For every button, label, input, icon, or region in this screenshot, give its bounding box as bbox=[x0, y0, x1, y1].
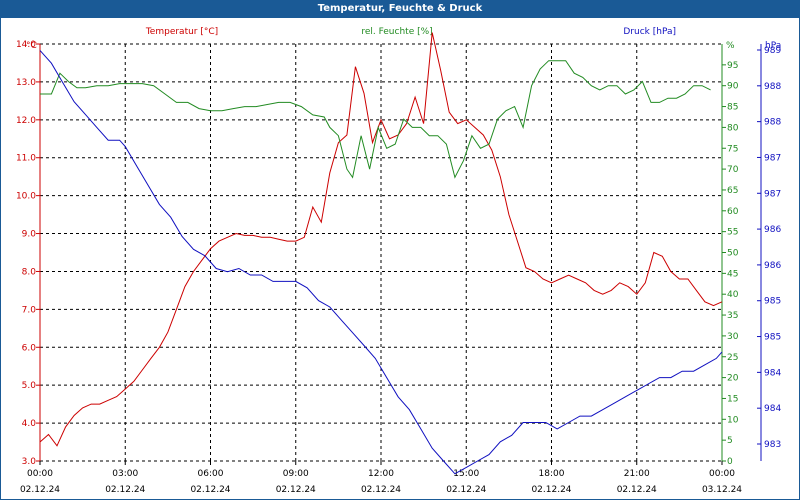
pressure-tick-label: 988 bbox=[764, 118, 781, 128]
x-tick-date: 02.12.24 bbox=[276, 485, 316, 495]
humidity-tick-label: 70 bbox=[727, 165, 739, 175]
temperature-tick-labels: 3.0 4.0 5.0 6.0 7.0 8.0 9.0 10.0 11.0 12.0 13.0 14.… bbox=[16, 40, 40, 467]
series-line-temperature bbox=[39, 32, 723, 447]
humidity-tick-label: 65 bbox=[727, 186, 738, 196]
x-tick-time: 12:00 bbox=[368, 469, 394, 479]
humidity-tick-label: 60 bbox=[727, 207, 739, 217]
humidity-tick-label: 85 bbox=[727, 103, 738, 113]
pressure-tick-label: 984 bbox=[764, 404, 781, 414]
humidity-axis-title: rel. Feuchte [%] bbox=[361, 27, 432, 37]
pressure-tick-label: 987 bbox=[764, 153, 781, 163]
x-tick-time: 09:00 bbox=[283, 469, 309, 479]
x-tick-date: 02.12.24 bbox=[361, 485, 401, 495]
temperature-tick-label: 8.0 bbox=[22, 267, 37, 277]
x-tick-date: 02.12.24 bbox=[446, 485, 486, 495]
series-line-pressure bbox=[39, 50, 723, 475]
temperature-axis-title: Temperatur [°C] bbox=[145, 27, 218, 37]
temperature-tick-label: 4.0 bbox=[22, 419, 37, 429]
humidity-tick-label: 20 bbox=[727, 374, 739, 384]
x-tick-date: 02.12.24 bbox=[105, 485, 145, 495]
humidity-tick-label: 95 bbox=[727, 61, 738, 71]
x-tick-time: 00:00 bbox=[709, 469, 735, 479]
x-tick-date: 02.12.24 bbox=[20, 485, 60, 495]
temperature-tick-label: 11.0 bbox=[16, 154, 36, 164]
x-tick-labels: 00:00 02.12.24 03:00 02.12.24 06:00 02.12.24 0… bbox=[20, 461, 742, 495]
temperature-unit: °C bbox=[26, 41, 37, 51]
x-tick-date: 02.12.24 bbox=[617, 485, 657, 495]
humidity-tick-label: 10 bbox=[727, 415, 739, 425]
temperature-tick-label: 13.0 bbox=[16, 78, 36, 88]
temperature-tick-label: 12.0 bbox=[16, 116, 36, 126]
pressure-tick-labels: 983 984 984 985 985 986 986 987 987 988 988 989 bbox=[757, 46, 781, 450]
series-lines bbox=[39, 32, 723, 475]
humidity-tick-label: 0 bbox=[727, 457, 733, 467]
temperature-tick-label: 3.0 bbox=[22, 457, 37, 467]
pressure-tick-label: 986 bbox=[764, 225, 781, 235]
humidity-tick-label: 90 bbox=[727, 82, 739, 92]
temperature-tick-label: 5.0 bbox=[22, 381, 37, 391]
humidity-tick-label: 45 bbox=[727, 269, 738, 279]
pressure-unit: hPa bbox=[765, 41, 781, 51]
humidity-tick-label: 15 bbox=[727, 394, 738, 404]
pressure-tick-label: 986 bbox=[764, 261, 781, 271]
pressure-tick-label: 987 bbox=[764, 189, 781, 199]
pressure-tick-label: 985 bbox=[764, 297, 781, 307]
humidity-unit: % bbox=[726, 41, 735, 51]
title-bar: Temperatur, Feuchte & Druck bbox=[0, 0, 800, 18]
humidity-tick-label: 30 bbox=[727, 332, 739, 342]
humidity-tick-label: 55 bbox=[727, 228, 738, 238]
pressure-tick-label: 983 bbox=[764, 440, 781, 450]
pressure-tick-label: 989 bbox=[764, 46, 781, 56]
pressure-axis-title: Druck [hPa] bbox=[623, 27, 676, 37]
temperature-tick-label: 10.0 bbox=[16, 192, 36, 202]
x-tick-date: 02.12.24 bbox=[531, 485, 571, 495]
axes bbox=[39, 44, 762, 461]
humidity-tick-labels: 0 5 10 15 20 25 30 35 40 45 50 55 60 65 70 75 80 85 90 95 bbox=[722, 61, 739, 467]
temperature-tick-label: 7.0 bbox=[22, 305, 37, 315]
humidity-tick-label: 35 bbox=[727, 311, 738, 321]
x-tick-time: 18:00 bbox=[539, 469, 565, 479]
humidity-tick-label: 5 bbox=[727, 436, 733, 446]
humidity-tick-label: 80 bbox=[727, 123, 739, 133]
grid bbox=[40, 43, 722, 462]
temperature-tick-label: 14.0 bbox=[16, 40, 36, 50]
pressure-tick-label: 984 bbox=[764, 368, 781, 378]
x-tick-time: 15:00 bbox=[453, 469, 479, 479]
humidity-tick-label: 75 bbox=[727, 144, 738, 154]
x-tick-time: 00:00 bbox=[27, 469, 53, 479]
humidity-tick-label: 50 bbox=[727, 249, 739, 259]
temperature-tick-label: 6.0 bbox=[22, 343, 37, 353]
x-tick-time: 21:00 bbox=[624, 469, 650, 479]
temperature-tick-label: 9.0 bbox=[22, 230, 37, 240]
x-tick-date: 03.12.24 bbox=[702, 485, 742, 495]
humidity-tick-label: 40 bbox=[727, 290, 739, 300]
humidity-tick-label: 25 bbox=[727, 353, 738, 363]
x-tick-time: 06:00 bbox=[198, 469, 224, 479]
pressure-tick-label: 985 bbox=[764, 333, 781, 343]
x-tick-time: 03:00 bbox=[112, 469, 138, 479]
series-line-humidity bbox=[40, 60, 711, 179]
x-tick-date: 02.12.24 bbox=[190, 485, 230, 495]
pressure-tick-label: 988 bbox=[764, 82, 781, 92]
